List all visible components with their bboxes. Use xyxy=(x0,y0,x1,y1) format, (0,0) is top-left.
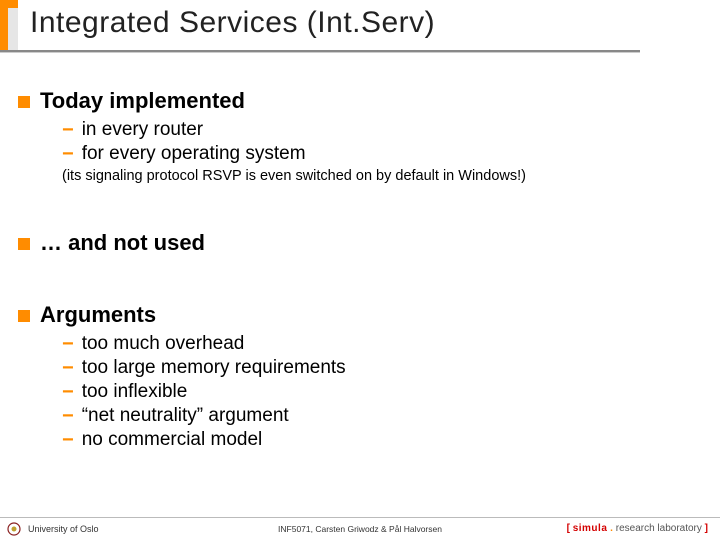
dash-icon: − xyxy=(62,404,74,428)
list-item: − “net neutrality” argument xyxy=(62,404,700,428)
subitem-text: too much overhead xyxy=(82,332,245,356)
subitem-text: too large memory requirements xyxy=(82,356,346,380)
list-item: − for every operating system xyxy=(62,142,700,166)
list-item: − too large memory requirements xyxy=(62,356,700,380)
dash-icon: − xyxy=(62,380,74,404)
dash-icon: − xyxy=(62,118,74,142)
square-bullet-icon xyxy=(18,238,30,250)
bullet-today-implemented: Today implemented xyxy=(18,88,700,114)
bullet-not-used: … and not used xyxy=(18,230,700,256)
subitem-text: for every operating system xyxy=(82,142,306,166)
footer-right-text: [ simula . research laboratory ] xyxy=(567,523,708,534)
slide: Integrated Services (Int.Serv) Today imp… xyxy=(0,0,720,540)
dash-icon: − xyxy=(62,356,74,380)
bracket-close: ] xyxy=(702,523,708,534)
slide-body: Today implemented − in every router − fo… xyxy=(18,72,700,452)
heading-text: Arguments xyxy=(40,302,156,328)
dash-icon: − xyxy=(62,142,74,166)
title-bar: Integrated Services (Int.Serv) xyxy=(0,0,720,58)
list-item: − too much overhead xyxy=(62,332,700,356)
subitems-today: − in every router − for every operating … xyxy=(62,118,700,166)
list-item: − in every router xyxy=(62,118,700,142)
heading-text: Today implemented xyxy=(40,88,245,114)
slide-title: Integrated Services (Int.Serv) xyxy=(30,6,435,40)
title-underline-shadow xyxy=(0,52,640,53)
simula-text: simula xyxy=(573,523,608,534)
list-item: − no commercial model xyxy=(62,428,700,452)
dot-separator: . xyxy=(607,523,615,534)
footer: University of Oslo INF5071, Carsten Griw… xyxy=(0,516,720,540)
subitem-text: “net neutrality” argument xyxy=(82,404,289,428)
square-bullet-icon xyxy=(18,310,30,322)
square-bullet-icon xyxy=(18,96,30,108)
subitem-text: too inflexible xyxy=(82,380,188,404)
subitem-text: in every router xyxy=(82,118,203,142)
heading-text: … and not used xyxy=(40,230,205,256)
bullet-arguments: Arguments xyxy=(18,302,700,328)
lab-text: research laboratory xyxy=(616,523,702,534)
dash-icon: − xyxy=(62,428,74,452)
note-text: (its signaling protocol RSVP is even swi… xyxy=(62,168,700,184)
list-item: − too inflexible xyxy=(62,380,700,404)
footer-divider xyxy=(0,517,720,518)
subitems-arguments: − too much overhead − too large memory r… xyxy=(62,332,700,452)
dash-icon: − xyxy=(62,332,74,356)
subitem-text: no commercial model xyxy=(82,428,263,452)
title-accent-inner xyxy=(8,8,18,50)
